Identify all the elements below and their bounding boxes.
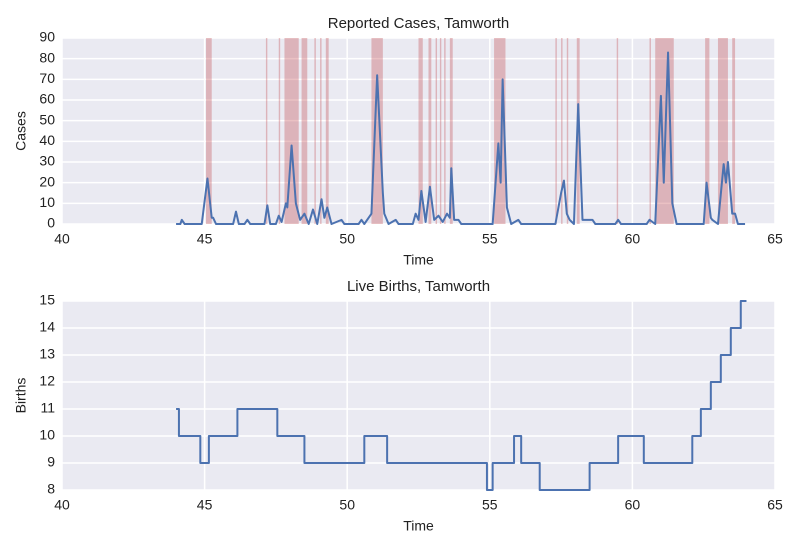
line	[176, 51, 746, 225]
highlight-span	[418, 38, 423, 224]
y-tick-label: 80	[39, 49, 55, 65]
highlight-span	[278, 38, 281, 224]
highlight-span	[320, 38, 322, 224]
highlight-span	[732, 38, 736, 224]
x-tick-label: 55	[482, 231, 498, 247]
y-tick-label: 40	[39, 132, 55, 148]
x-tick-label: 60	[625, 231, 641, 247]
y-tick-label: 20	[39, 173, 55, 189]
x-tick-label: 40	[54, 231, 70, 247]
highlight-span	[449, 38, 453, 224]
y-tick-label: 90	[39, 29, 55, 45]
highlight-span	[561, 38, 563, 224]
x-tick-label: 45	[197, 497, 213, 513]
y-tick-label: 14	[39, 319, 55, 335]
x-tick-label: 45	[197, 231, 213, 247]
highlight-span	[705, 38, 710, 224]
highlight-span	[494, 38, 506, 224]
highlight-span	[371, 38, 383, 224]
plot-background	[62, 301, 775, 490]
y-tick-label: 11	[40, 400, 55, 416]
x-tick-label: 65	[767, 497, 783, 513]
highlight-span	[444, 38, 446, 224]
x-axis-label: Time	[403, 252, 434, 268]
highlight-span	[301, 38, 308, 224]
chart-title: Reported Cases, Tamworth	[328, 15, 509, 32]
highlight-span	[206, 38, 212, 224]
y-tick-label: 13	[39, 346, 55, 362]
highlight-span	[555, 38, 557, 224]
highlight-span	[649, 38, 651, 224]
x-tick-label: 50	[339, 231, 355, 247]
highlight-span	[428, 38, 432, 224]
x-tick-label: 65	[767, 231, 783, 247]
highlight-span	[616, 38, 619, 224]
highlight-span	[314, 38, 316, 224]
highlight-span	[265, 38, 268, 224]
x-tick-label: 50	[339, 497, 355, 513]
chart-title: Live Births, Tamworth	[347, 278, 490, 295]
y-tick-label: 8	[47, 481, 55, 497]
x-axis-label: Time	[403, 518, 434, 534]
y-tick-label: 9	[47, 454, 55, 470]
y-tick-label: 0	[47, 215, 55, 231]
x-tick-label: 55	[482, 497, 498, 513]
y-tick-label: 15	[39, 292, 55, 308]
y-axis-label: Cases	[13, 111, 29, 151]
highlight-span	[717, 38, 728, 224]
highlight-span	[566, 38, 569, 224]
y-tick-label: 60	[39, 91, 55, 107]
line	[176, 300, 747, 491]
highlight-span	[325, 38, 329, 224]
highlight-span	[284, 38, 299, 224]
y-tick-label: 50	[39, 111, 55, 127]
highlight-span	[435, 38, 438, 224]
y-axis-label: Births	[13, 378, 29, 414]
x-tick-label: 40	[54, 497, 70, 513]
y-tick-label: 70	[39, 70, 55, 86]
highlight-span	[439, 38, 442, 224]
x-tick-label: 60	[625, 497, 641, 513]
y-tick-label: 30	[39, 153, 55, 169]
y-tick-label: 10	[39, 427, 55, 443]
y-tick-label: 12	[39, 373, 55, 389]
y-tick-label: 10	[39, 194, 55, 210]
